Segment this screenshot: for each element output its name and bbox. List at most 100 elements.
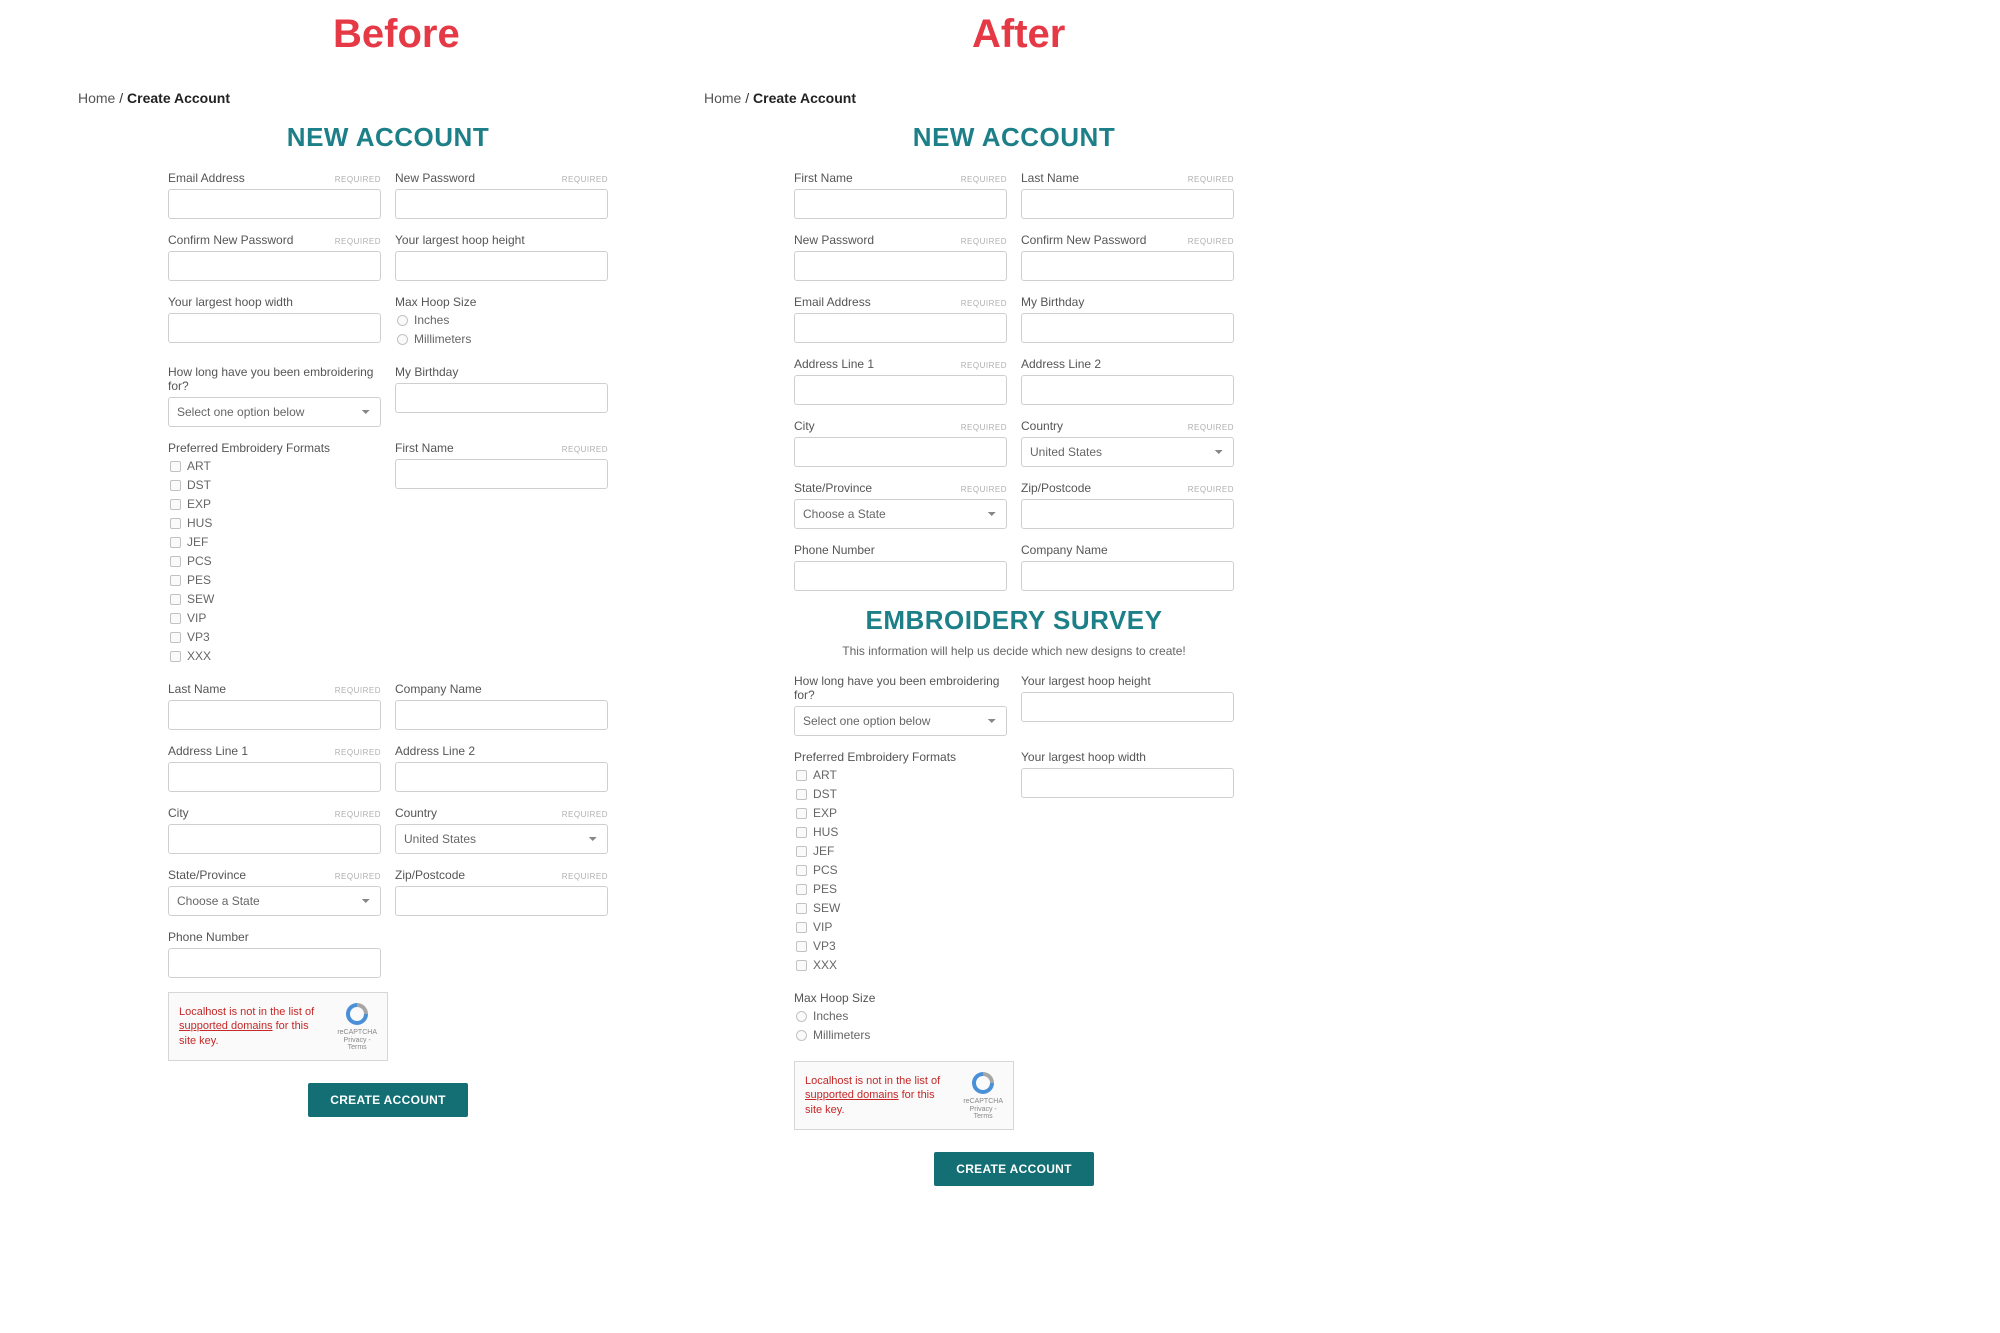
address2-label: Address Line 2 [395, 744, 475, 758]
first-name-input[interactable] [794, 189, 1007, 219]
new-password-input[interactable] [395, 189, 608, 219]
country-select[interactable]: United States [1021, 437, 1234, 467]
required-tag: REQUIRED [961, 299, 1007, 308]
hoop-width-input[interactable] [168, 313, 381, 343]
birthday-label: My Birthday [395, 365, 458, 379]
format-xxx[interactable]: XXX [796, 958, 1007, 972]
email-label: Email Address [794, 295, 871, 309]
confirm-password-input[interactable] [1021, 251, 1234, 281]
zip-input[interactable] [1021, 499, 1234, 529]
format-exp[interactable]: EXP [796, 806, 1007, 820]
company-input[interactable] [1021, 561, 1234, 591]
checkbox-icon [796, 770, 807, 781]
hoop-height-input[interactable] [1021, 692, 1234, 722]
country-select[interactable]: United States [395, 824, 608, 854]
checkbox-icon [170, 537, 181, 548]
format-pes[interactable]: PES [170, 573, 381, 587]
recaptcha-widget[interactable]: Localhost is not in the list of supporte… [794, 1061, 1014, 1130]
radio-icon [796, 1011, 807, 1022]
breadcrumb-home[interactable]: Home [704, 90, 741, 106]
format-hus[interactable]: HUS [170, 516, 381, 530]
format-dst[interactable]: DST [170, 478, 381, 492]
create-account-button[interactable]: CREATE ACCOUNT [308, 1083, 468, 1117]
required-tag: REQUIRED [1188, 485, 1234, 494]
format-xxx[interactable]: XXX [170, 649, 381, 663]
how-long-select[interactable]: Select one option below [168, 397, 381, 427]
state-select[interactable]: Choose a State [168, 886, 381, 916]
phone-input[interactable] [794, 561, 1007, 591]
birthday-input[interactable] [1021, 313, 1234, 343]
recaptcha-widget[interactable]: Localhost is not in the list of supporte… [168, 992, 388, 1061]
format-art[interactable]: ART [796, 768, 1007, 782]
breadcrumb-current: Create Account [127, 90, 230, 106]
hoop-width-input[interactable] [1021, 768, 1234, 798]
format-dst[interactable]: DST [796, 787, 1007, 801]
format-pcs[interactable]: PCS [170, 554, 381, 568]
create-account-button[interactable]: CREATE ACCOUNT [934, 1152, 1094, 1186]
format-vp3[interactable]: VP3 [796, 939, 1007, 953]
last-name-input[interactable] [1021, 189, 1234, 219]
checkbox-icon [170, 632, 181, 643]
last-name-input[interactable] [168, 700, 381, 730]
how-long-select[interactable]: Select one option below [794, 706, 1007, 736]
city-input[interactable] [794, 437, 1007, 467]
company-input[interactable] [395, 700, 608, 730]
format-pes[interactable]: PES [796, 882, 1007, 896]
required-tag: REQUIRED [335, 175, 381, 184]
format-label: EXP [187, 497, 211, 511]
format-art[interactable]: ART [170, 459, 381, 473]
recaptcha-icon: reCAPTCHA Privacy - Terms [337, 1001, 377, 1052]
first-name-input[interactable] [395, 459, 608, 489]
format-exp[interactable]: EXP [170, 497, 381, 511]
format-vp3[interactable]: VP3 [170, 630, 381, 644]
required-tag: REQUIRED [1188, 175, 1234, 184]
format-vip[interactable]: VIP [170, 611, 381, 625]
format-label: EXP [813, 806, 837, 820]
address1-label: Address Line 1 [794, 357, 874, 371]
radio-icon [796, 1030, 807, 1041]
hoop-unit-inches[interactable]: Inches [796, 1009, 1007, 1023]
hoop-height-input[interactable] [395, 251, 608, 281]
format-label: VIP [813, 920, 832, 934]
breadcrumb-sep: / [119, 90, 123, 106]
last-name-label: Last Name [168, 682, 226, 696]
format-vip[interactable]: VIP [796, 920, 1007, 934]
phone-input[interactable] [168, 948, 381, 978]
birthday-input[interactable] [395, 383, 608, 413]
format-sew[interactable]: SEW [796, 901, 1007, 915]
format-pcs[interactable]: PCS [796, 863, 1007, 877]
radio-icon [397, 334, 408, 345]
address2-input[interactable] [1021, 375, 1234, 405]
state-select[interactable]: Choose a State [794, 499, 1007, 529]
format-sew[interactable]: SEW [170, 592, 381, 606]
address2-label: Address Line 2 [1021, 357, 1101, 371]
first-name-label: First Name [395, 441, 454, 455]
email-input[interactable] [168, 189, 381, 219]
checkbox-icon [796, 922, 807, 933]
required-tag: REQUIRED [335, 810, 381, 819]
address2-input[interactable] [395, 762, 608, 792]
checkbox-icon [170, 594, 181, 605]
email-input[interactable] [794, 313, 1007, 343]
breadcrumb-home[interactable]: Home [78, 90, 115, 106]
first-name-label: First Name [794, 171, 853, 185]
hoop-unit-mm[interactable]: Millimeters [397, 332, 608, 346]
hoop-unit-mm[interactable]: Millimeters [796, 1028, 1007, 1042]
address1-input[interactable] [168, 762, 381, 792]
survey-subtitle: This information will help us decide whi… [794, 644, 1234, 658]
confirm-password-input[interactable] [168, 251, 381, 281]
hoop-width-label: Your largest hoop width [1021, 750, 1146, 764]
address1-input[interactable] [794, 375, 1007, 405]
hoop-unit-inches[interactable]: Inches [397, 313, 608, 327]
format-label: SEW [813, 901, 840, 915]
confirm-password-label: Confirm New Password [168, 233, 293, 247]
checkbox-icon [796, 884, 807, 895]
new-password-input[interactable] [794, 251, 1007, 281]
format-label: DST [813, 787, 837, 801]
max-hoop-size-label: Max Hoop Size [794, 991, 875, 1005]
zip-input[interactable] [395, 886, 608, 916]
city-input[interactable] [168, 824, 381, 854]
format-hus[interactable]: HUS [796, 825, 1007, 839]
format-jef[interactable]: JEF [170, 535, 381, 549]
format-jef[interactable]: JEF [796, 844, 1007, 858]
